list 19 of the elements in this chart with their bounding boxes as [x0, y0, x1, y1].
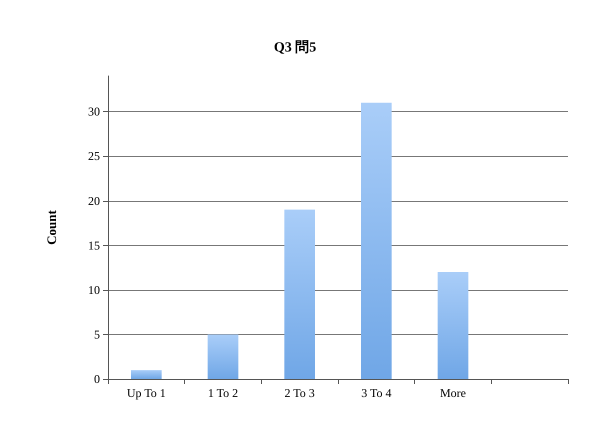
bar: [208, 334, 238, 379]
y-tick-label: 10: [88, 282, 100, 297]
y-tick-label: 0: [94, 372, 100, 386]
bar: [361, 102, 392, 379]
chart-title: Q3 問5: [274, 40, 316, 56]
y-axis-title: Count: [44, 209, 59, 245]
bar: [131, 370, 162, 379]
x-tick-label: 1 To 2: [208, 386, 238, 400]
y-tick-label: 5: [94, 327, 100, 342]
bar: [438, 272, 468, 379]
y-tick-label: 30: [88, 104, 100, 119]
x-tick-label: 3 To 4: [361, 386, 392, 400]
bar: [284, 210, 315, 379]
y-tick-label: 20: [88, 194, 100, 208]
y-tick-label: 25: [88, 149, 100, 164]
x-tick-label: Up To 1: [126, 386, 166, 400]
x-tick-label: 2 To 3: [284, 386, 315, 400]
y-tick-label: 15: [88, 238, 100, 252]
x-tick-label: More: [440, 386, 466, 400]
